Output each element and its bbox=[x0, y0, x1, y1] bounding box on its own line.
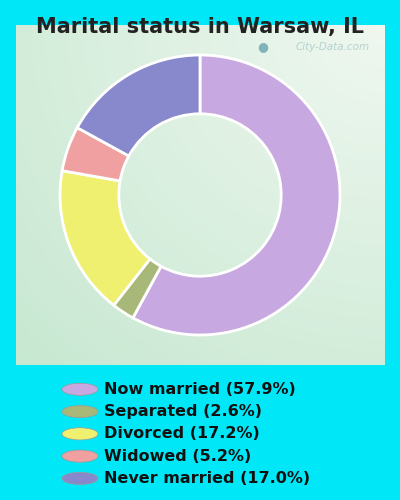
Wedge shape bbox=[77, 55, 200, 156]
Text: City-Data.com: City-Data.com bbox=[295, 42, 369, 52]
Wedge shape bbox=[62, 128, 129, 181]
Wedge shape bbox=[133, 55, 340, 335]
Wedge shape bbox=[60, 170, 150, 306]
Text: ●: ● bbox=[257, 40, 268, 54]
Text: Never married (17.0%): Never married (17.0%) bbox=[104, 471, 310, 486]
Circle shape bbox=[62, 383, 98, 396]
Text: Now married (57.9%): Now married (57.9%) bbox=[104, 382, 296, 397]
Text: Marital status in Warsaw, IL: Marital status in Warsaw, IL bbox=[36, 18, 364, 38]
Circle shape bbox=[62, 450, 98, 462]
Text: Widowed (5.2%): Widowed (5.2%) bbox=[104, 448, 251, 464]
Text: Divorced (17.2%): Divorced (17.2%) bbox=[104, 426, 260, 442]
Circle shape bbox=[62, 472, 98, 484]
Circle shape bbox=[62, 428, 98, 440]
Wedge shape bbox=[114, 259, 161, 318]
Text: Separated (2.6%): Separated (2.6%) bbox=[104, 404, 262, 419]
Circle shape bbox=[62, 406, 98, 417]
